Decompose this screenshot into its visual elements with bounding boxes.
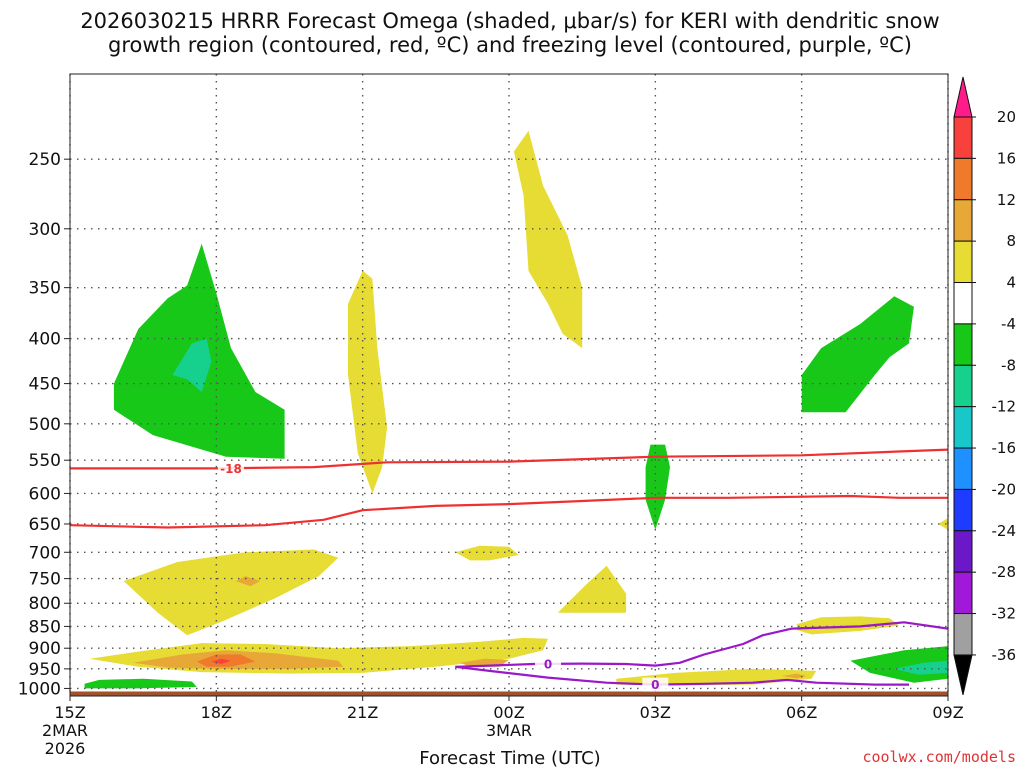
contour-label-bg-freezing-level-lower — [642, 677, 669, 692]
colorbar-segment-0 — [953, 116, 973, 159]
colorbar-label-10: -24 — [992, 522, 1017, 540]
colorbar-segment-8 — [953, 447, 973, 490]
colorbar: 20 16 12 8 4 -4 -8 -12 -16 -20 -24 -28 -32 -36 — [953, 76, 1017, 696]
contour-dgz-bottom — [70, 494, 948, 529]
contour-label-bg-freezing-level — [535, 657, 562, 672]
y-tick-label-450: 450 — [29, 375, 61, 395]
omega-region-orange-lower-left — [235, 576, 261, 587]
colorbar-label-2: 12 — [997, 191, 1016, 209]
x-tick-label-21Z: 21Z — [347, 703, 378, 722]
y-tick-label-550: 550 — [29, 451, 61, 471]
colorbar-segment-2 — [953, 199, 973, 242]
y-tick-label-850: 850 — [29, 617, 61, 637]
colorbar-segment-4 — [953, 282, 973, 325]
omega-region-yellow-top-center — [513, 130, 583, 349]
y-axis-ticks: 2503003504004505005506006507007508008509… — [18, 150, 70, 699]
colorbar-label-9: -20 — [992, 480, 1017, 498]
y-tick-label-950: 950 — [29, 660, 61, 680]
colorbar-segment-6 — [953, 364, 973, 408]
contour-label-dgz-top: -18 — [220, 462, 242, 476]
chart-title-line1: 2026030215 HRRR Forecast Omega (shaded, … — [80, 9, 939, 33]
omega-region-green-right-upper — [801, 296, 914, 413]
x-tick-label-03Z: 03Z — [640, 703, 671, 722]
colorbar-label-6: -8 — [1001, 356, 1016, 374]
y-tick-label-1000: 1000 — [18, 679, 61, 699]
omega-region-teal-left-core — [172, 338, 212, 392]
y-tick-label-800: 800 — [29, 594, 61, 614]
colorbar-segment-11 — [953, 571, 973, 615]
colorbar-segment-3 — [953, 240, 973, 284]
y-tick-label-500: 500 — [29, 415, 61, 435]
colorbar-label-4: 4 — [1006, 274, 1016, 292]
x-tick-label-15Z: 15Z — [54, 703, 85, 722]
omega-region-teal-bottom-right — [894, 660, 948, 675]
chart-title-line2: growth region (contoured, red, ºC) and f… — [108, 33, 912, 57]
x-tick-year-15Z: 2026 — [45, 739, 86, 758]
y-tick-label-650: 650 — [29, 515, 61, 535]
y-tick-label-400: 400 — [29, 330, 61, 350]
colorbar-label-5: -4 — [1001, 315, 1016, 333]
colorbar-label-0: 20 — [997, 108, 1016, 126]
y-tick-label-250: 250 — [29, 150, 61, 170]
colorbar-label-8: -16 — [992, 439, 1017, 457]
x-tick-label-09Z: 09Z — [932, 703, 963, 722]
x-tick-sub-15Z: 2MAR — [42, 721, 88, 740]
omega-region-green-mid-small — [645, 444, 670, 530]
colorbar-label-3: 8 — [1006, 232, 1016, 250]
omega-region-yellow-upper-mid — [348, 270, 388, 494]
x-tick-sub-00Z: 3MAR — [486, 721, 532, 740]
terrain-fill — [70, 691, 948, 696]
colorbar-segment-9 — [953, 488, 973, 532]
x-axis-title: Forecast Time (UTC) — [419, 748, 600, 768]
y-tick-label-900: 900 — [29, 639, 61, 659]
colorbar-label-13: -36 — [992, 646, 1017, 664]
contour-labels: -18 0 0 — [217, 461, 669, 692]
y-tick-label-600: 600 — [29, 484, 61, 504]
omega-region-yellow-lower-left — [123, 549, 339, 636]
contour-label-freezing-level: 0 — [544, 658, 552, 672]
colorbar-label-1: 16 — [997, 149, 1016, 167]
colorbar-arrow-bottom — [953, 654, 973, 696]
x-tick-label-00Z: 00Z — [493, 703, 524, 722]
omega-region-yellow-mid-triangle — [557, 565, 627, 613]
colorbar-segment-1 — [953, 157, 973, 201]
colorbar-segment-10 — [953, 530, 973, 573]
y-tick-label-700: 700 — [29, 543, 61, 563]
contour-freezing-level-lower — [455, 665, 909, 686]
contour-label-freezing-level-lower: 0 — [651, 678, 659, 692]
colorbar-label-12: -32 — [992, 605, 1017, 623]
omega-region-yellow-far-right — [938, 518, 948, 530]
colorbar-segment-7 — [953, 406, 973, 449]
colorbar-arrow-top — [953, 76, 973, 118]
omega-shading-layer — [84, 130, 948, 689]
x-tick-label-06Z: 06Z — [786, 703, 817, 722]
credit-text: coolwx.com/models — [862, 748, 1016, 766]
omega-region-yellow-low-band — [89, 637, 548, 674]
colorbar-label-7: -12 — [992, 398, 1017, 416]
contour-label-bg-dgz-top — [217, 461, 244, 476]
y-tick-label-350: 350 — [29, 279, 61, 299]
y-tick-label-300: 300 — [29, 220, 61, 240]
colorbar-label-11: -28 — [992, 563, 1017, 581]
omega-region-green-bottom-left — [84, 678, 197, 689]
y-tick-label-750: 750 — [29, 570, 61, 590]
terrain-layer — [70, 691, 948, 696]
omega-region-yellow-right-low — [796, 616, 900, 635]
contour-dgz-top — [70, 448, 948, 470]
x-tick-label-18Z: 18Z — [201, 703, 232, 722]
colorbar-segment-5 — [953, 323, 973, 366]
colorbar-segment-12 — [953, 613, 973, 656]
omega-region-orange-bottom-spot — [782, 673, 807, 679]
omega-region-yellow-mid-blob — [455, 545, 519, 561]
